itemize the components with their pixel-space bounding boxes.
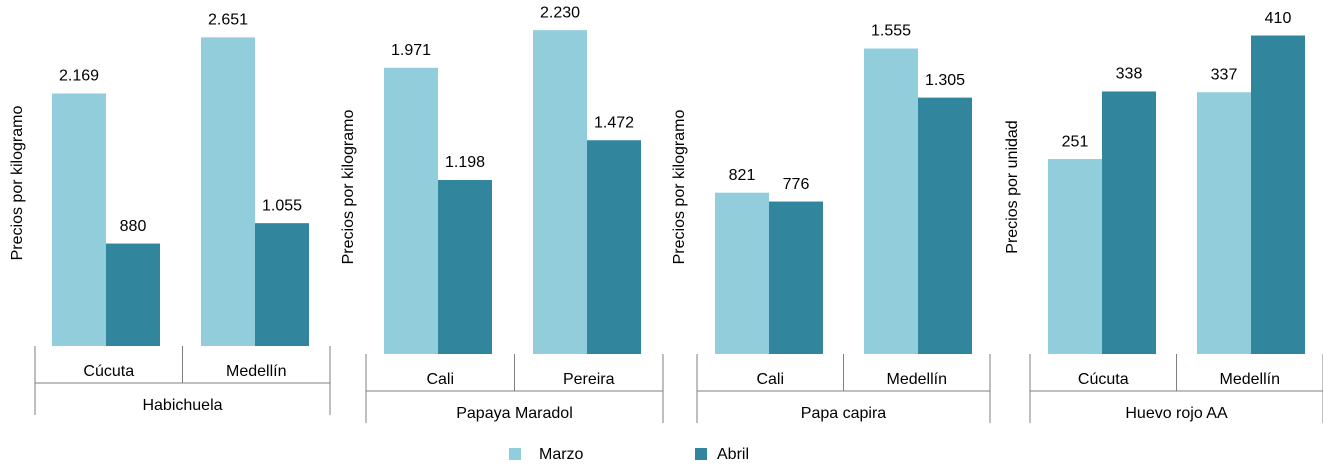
x-tick-label: Medellín — [1220, 371, 1280, 388]
data-label: 337 — [1211, 66, 1238, 83]
bar — [201, 37, 255, 346]
bar — [864, 48, 918, 355]
bar — [1048, 159, 1102, 354]
bar — [52, 93, 106, 346]
legend-swatch — [695, 448, 707, 460]
x-tick-label: Medellín — [226, 363, 286, 380]
data-label: 410 — [1265, 10, 1292, 27]
bar — [106, 243, 160, 346]
data-label: 1.472 — [594, 114, 634, 131]
x-tick-label: Cúcuta — [83, 363, 134, 380]
x-tick-label: Medellín — [887, 371, 947, 388]
x-tick-label: Pereira — [563, 371, 615, 388]
group-label: Papa capira — [801, 405, 886, 422]
legend-label: Marzo — [539, 446, 584, 463]
legend-label: Abril — [717, 446, 749, 463]
legend-swatch — [509, 448, 521, 460]
data-label: 1.055 — [262, 197, 302, 214]
data-label: 2.230 — [540, 4, 580, 21]
bar — [533, 30, 587, 354]
bar — [1102, 91, 1156, 355]
bar — [918, 97, 972, 354]
data-label: 1.198 — [445, 154, 485, 171]
y-axis-label: Precios por kilogramo — [671, 110, 688, 265]
data-label: 821 — [729, 167, 756, 184]
bar — [438, 180, 492, 354]
bar — [769, 201, 823, 354]
data-label: 776 — [783, 176, 810, 193]
x-tick-label: Cali — [426, 371, 454, 388]
data-label: 1.305 — [925, 72, 965, 89]
bar — [384, 67, 438, 354]
x-tick-label: Cali — [756, 371, 784, 388]
data-label: 2.651 — [208, 12, 248, 29]
group-label: Habichuela — [142, 397, 222, 414]
bar — [1251, 35, 1305, 355]
data-label: 1.555 — [871, 23, 911, 40]
bar — [587, 140, 641, 354]
data-label: 1.971 — [391, 42, 431, 59]
bar — [1197, 92, 1251, 354]
y-axis-label: Precios por kilogramo — [340, 110, 357, 265]
x-tick-label: Cúcuta — [1078, 371, 1129, 388]
bar — [715, 192, 769, 354]
data-label: 880 — [120, 218, 147, 235]
data-label: 338 — [1116, 66, 1143, 83]
y-axis-label: Precios por unidad — [1004, 120, 1021, 253]
bar — [255, 223, 309, 346]
y-axis-label: Precios por kilogramo — [9, 106, 26, 261]
data-label: 251 — [1062, 133, 1089, 150]
data-label: 2.169 — [59, 68, 99, 85]
group-label: Huevo rojo AA — [1125, 405, 1228, 422]
group-label: Papaya Maradol — [456, 405, 573, 422]
